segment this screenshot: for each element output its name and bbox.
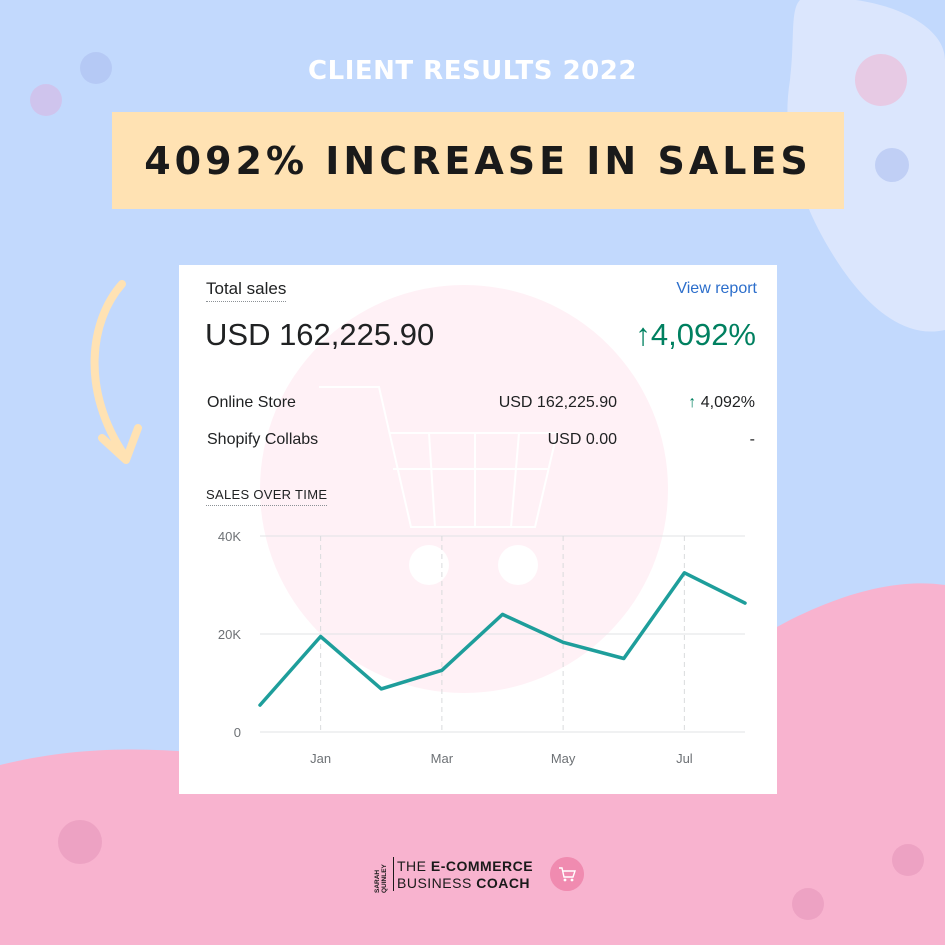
channel-name: Online Store: [207, 394, 296, 411]
x-tick-label: Mar: [431, 751, 454, 766]
sales-over-time-label[interactable]: SALES OVER TIME: [206, 487, 328, 506]
total-sales-card: Total sales View report USD 162,225.90 ↑…: [179, 265, 777, 794]
total-sales-label[interactable]: Total sales: [206, 279, 287, 302]
logo-line-2: BUSINESS COACH: [397, 875, 531, 891]
y-tick-label: 0: [234, 725, 241, 740]
total-sales-amount: USD 162,225.90: [205, 317, 435, 352]
cart-badge-icon: [550, 857, 584, 891]
up-arrow-icon: ↑: [635, 317, 651, 352]
channel-amount: USD 0.00: [547, 431, 617, 448]
channel-row-shopify-collabs: Shopify Collabs USD 0.00 -: [207, 431, 755, 453]
y-tick-label: 20K: [218, 627, 241, 642]
headline-banner: 4092% INCREASE IN SALES: [112, 112, 844, 209]
logo-divider: [393, 857, 394, 891]
change-percent: 4,092%: [650, 317, 756, 352]
channel-row-online-store: Online Store USD 162,225.90 ↑ 4,092%: [207, 394, 755, 416]
x-tick-label: Jan: [310, 751, 331, 766]
sales-line-chart: 0 20K 40K Jan Mar May Jul: [218, 529, 747, 766]
x-tick-label: May: [551, 751, 576, 766]
brand-logo: SARAH QUINLEY THE E-COMMERCE BUSINESS CO…: [372, 853, 592, 897]
logo-line-1: THE E-COMMERCE: [397, 858, 534, 874]
view-report-link[interactable]: View report: [676, 280, 757, 297]
channel-change: -: [749, 431, 755, 448]
page-header: CLIENT RESULTS 2022: [308, 56, 637, 86]
curved-arrow-icon: [90, 280, 142, 464]
x-tick-label: Jul: [676, 751, 693, 766]
sales-series-line: [258, 571, 747, 707]
logo-side-text: SARAH QUINLEY: [374, 864, 388, 893]
channel-amount: USD 162,225.90: [498, 394, 617, 411]
channel-change: ↑ 4,092%: [688, 394, 755, 412]
y-tick-label: 40K: [218, 529, 241, 544]
channel-change-value: 4,092%: [700, 394, 755, 411]
channel-name: Shopify Collabs: [207, 431, 319, 448]
total-sales-change: ↑4,092%: [635, 317, 756, 353]
headline-text: 4092% INCREASE IN SALES: [144, 138, 812, 183]
shopping-cart-watermark-icon: [260, 285, 668, 693]
up-arrow-icon: ↑: [688, 394, 697, 411]
